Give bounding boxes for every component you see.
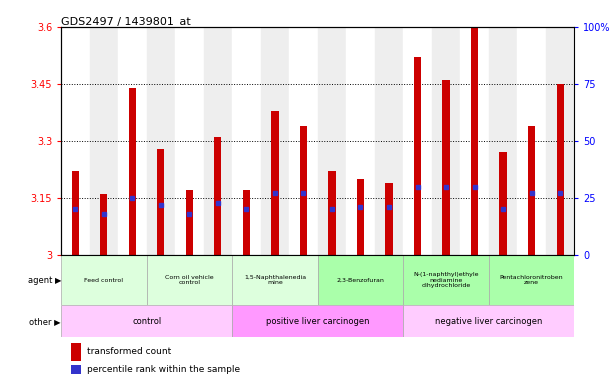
Bar <box>232 305 403 337</box>
Bar <box>499 152 507 255</box>
Bar <box>147 27 175 255</box>
Bar <box>375 27 403 255</box>
Bar <box>328 171 335 255</box>
Bar <box>403 27 432 255</box>
Bar <box>71 343 81 361</box>
Bar <box>203 27 232 255</box>
Bar <box>460 27 489 255</box>
Text: Pentachloronitroben
zene: Pentachloronitroben zene <box>500 275 563 285</box>
Bar <box>546 27 574 255</box>
Bar <box>61 27 90 255</box>
Bar <box>90 27 118 255</box>
Bar <box>214 137 221 255</box>
Text: transformed count: transformed count <box>87 347 171 356</box>
Bar <box>158 149 164 255</box>
Bar <box>557 84 563 255</box>
Text: GDS2497 / 1439801_at: GDS2497 / 1439801_at <box>61 16 191 27</box>
Bar <box>271 111 279 255</box>
Bar <box>403 255 489 305</box>
Bar <box>71 364 81 374</box>
Bar <box>261 27 289 255</box>
Bar <box>289 27 318 255</box>
Bar <box>186 190 193 255</box>
Text: 1,5-Naphthalenedia
mine: 1,5-Naphthalenedia mine <box>244 275 306 285</box>
Bar <box>72 171 79 255</box>
Text: other ▶: other ▶ <box>29 316 61 326</box>
Bar <box>386 183 392 255</box>
Text: 2,3-Benzofuran: 2,3-Benzofuran <box>337 278 384 283</box>
Bar <box>61 255 147 305</box>
Bar <box>471 27 478 255</box>
Bar <box>442 80 450 255</box>
Text: Feed control: Feed control <box>84 278 123 283</box>
Bar <box>300 126 307 255</box>
Text: agent ▶: agent ▶ <box>27 276 61 285</box>
Text: N-(1-naphthyl)ethyle
nediamine
dihydrochloride: N-(1-naphthyl)ethyle nediamine dihydroch… <box>413 272 479 288</box>
Text: negative liver carcinogen: negative liver carcinogen <box>435 316 543 326</box>
Text: control: control <box>132 316 161 326</box>
Bar <box>232 255 318 305</box>
Bar <box>489 255 574 305</box>
Bar <box>318 255 403 305</box>
Bar <box>518 27 546 255</box>
Bar <box>403 305 574 337</box>
Bar <box>432 27 460 255</box>
Text: percentile rank within the sample: percentile rank within the sample <box>87 365 240 374</box>
Text: positive liver carcinogen: positive liver carcinogen <box>266 316 370 326</box>
Bar <box>147 255 232 305</box>
Bar <box>61 305 232 337</box>
Bar <box>414 57 421 255</box>
Bar <box>232 27 261 255</box>
Bar <box>100 194 108 255</box>
Bar <box>489 27 518 255</box>
Bar <box>243 190 250 255</box>
Bar <box>357 179 364 255</box>
Bar <box>528 126 535 255</box>
Bar <box>318 27 346 255</box>
Text: Corn oil vehicle
control: Corn oil vehicle control <box>165 275 214 285</box>
Bar <box>129 88 136 255</box>
Bar <box>346 27 375 255</box>
Bar <box>118 27 147 255</box>
Bar <box>175 27 203 255</box>
